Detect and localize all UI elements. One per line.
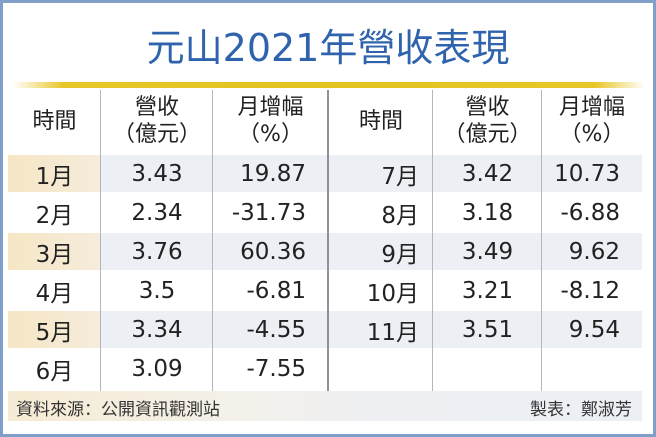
- row-highlight: [8, 233, 101, 270]
- header-line2: （億元）: [112, 122, 201, 147]
- revenue-cell: 3.21: [461, 277, 514, 304]
- column-header: 月增幅 （%）: [542, 88, 642, 154]
- revenue-cell: 3.51: [461, 316, 514, 343]
- header-line1: 時間: [358, 108, 403, 134]
- mom-growth-cell: [542, 350, 642, 387]
- column-header: 時間: [8, 88, 101, 154]
- row-highlight: [101, 155, 642, 192]
- column-divider: [212, 90, 213, 391]
- mom-growth-cell: -7.55: [246, 355, 306, 382]
- mom-growth-cell: -8.12: [560, 277, 620, 304]
- column-divider: [327, 90, 329, 391]
- revenue-cell: 3.18: [461, 199, 514, 226]
- revenue-cell: [433, 350, 542, 387]
- row-highlight: [8, 155, 101, 192]
- month-cell: 9月: [381, 241, 419, 268]
- header-line2: （億元）: [443, 122, 532, 147]
- revenue-cell: 3.42: [461, 160, 514, 187]
- revenue-cell: 2.34: [131, 199, 183, 226]
- row-highlight: [101, 311, 642, 348]
- row-highlight: [8, 311, 101, 348]
- month-cell: 3月: [35, 241, 74, 268]
- header-line1: 月增幅: [237, 95, 304, 120]
- month-cell: [329, 350, 433, 387]
- revenue-cell: 3.34: [131, 316, 183, 343]
- month-cell: 1月: [35, 163, 74, 190]
- mom-growth-cell: 10.73: [554, 160, 620, 187]
- mom-growth-cell: 9.62: [568, 238, 620, 265]
- revenue-cell: 3.43: [131, 160, 183, 187]
- author-note: 製表：鄭淑芳: [530, 400, 632, 420]
- column-header: 月增幅 （%）: [213, 88, 328, 154]
- header-line2: （%）: [559, 122, 625, 147]
- column-header: 時間: [329, 88, 433, 154]
- revenue-cell: 3.5: [138, 277, 176, 304]
- column-header: 營收 （億元）: [101, 88, 213, 154]
- mom-growth-cell: -6.88: [560, 199, 620, 226]
- header-line1: 月增幅: [558, 95, 625, 120]
- month-cell: 2月: [35, 202, 74, 229]
- month-cell: 6月: [35, 358, 74, 385]
- gold-divider: [13, 82, 645, 88]
- column-divider: [432, 90, 433, 391]
- mom-growth-cell: 19.87: [240, 160, 306, 187]
- month-cell: 4月: [35, 280, 74, 307]
- page-title: 元山2021年營收表現: [146, 26, 510, 70]
- table-header: 時間 營收 （億元） 月增幅 （%） 時間 營收 （億元） 月增幅 （%）: [0, 88, 656, 154]
- header-line2: （%）: [238, 122, 303, 147]
- header-line1: 營收: [134, 95, 179, 120]
- mom-growth-cell: -6.81: [246, 277, 306, 304]
- table-footer: 資料來源：公開資訊觀測站 製表：鄭淑芳: [8, 391, 642, 421]
- header-line1: 營收: [465, 95, 510, 120]
- source-note: 資料來源：公開資訊觀測站: [16, 400, 220, 420]
- month-cell: 8月: [381, 202, 419, 229]
- mom-growth-cell: -31.73: [231, 199, 306, 226]
- row-highlight: [101, 233, 642, 270]
- header-line1: 時間: [32, 108, 77, 134]
- column-divider: [100, 90, 101, 391]
- column-header: 營收 （億元）: [433, 88, 542, 154]
- month-cell: 7月: [381, 163, 419, 190]
- revenue-cell: 3.76: [131, 238, 183, 265]
- mom-growth-cell: -4.55: [246, 316, 306, 343]
- mom-growth-cell: 60.36: [240, 238, 306, 265]
- month-cell: 11月: [366, 319, 419, 346]
- month-cell: 10月: [366, 280, 419, 307]
- mom-growth-cell: 9.54: [568, 316, 620, 343]
- revenue-cell: 3.49: [461, 238, 514, 265]
- revenue-cell: 3.09: [131, 355, 183, 382]
- column-divider: [541, 90, 542, 391]
- month-cell: 5月: [35, 319, 74, 346]
